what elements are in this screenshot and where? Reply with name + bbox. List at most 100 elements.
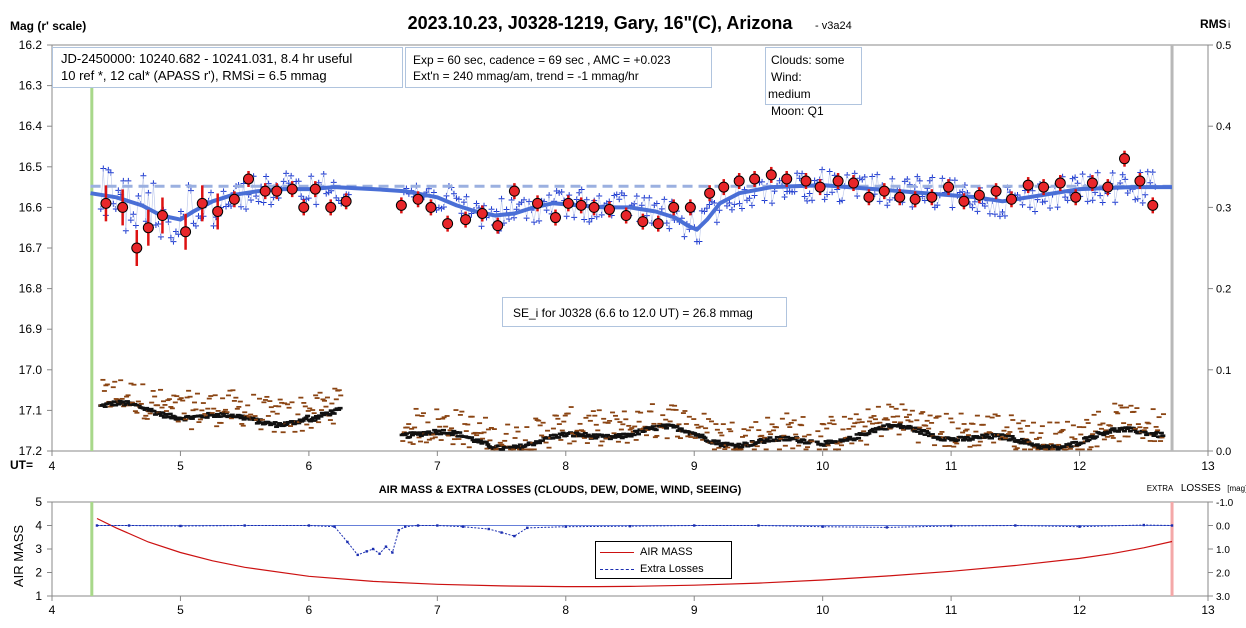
rms-dash-brown xyxy=(467,446,472,448)
rms-dash-brown xyxy=(674,409,679,411)
rms-dash-brown xyxy=(449,427,454,429)
rms-dash xyxy=(918,432,923,435)
lower-x-tick-label: 9 xyxy=(691,603,698,617)
binned-point xyxy=(244,174,254,184)
legend-swatch-losses xyxy=(600,569,634,570)
extra-losses-point xyxy=(1143,524,1145,526)
rms-dash-brown xyxy=(839,444,844,446)
rms-dash-brown xyxy=(112,381,117,383)
rms-dash-brown xyxy=(793,434,798,436)
rms-dash-brown xyxy=(629,427,634,429)
binned-point xyxy=(443,219,453,229)
rms-dash-brown xyxy=(801,416,806,418)
rms-dash-brown xyxy=(315,397,320,399)
binned-point xyxy=(719,182,729,192)
y-axis-label-left: Mag (r' scale) xyxy=(10,19,86,33)
rms-dash-brown xyxy=(1161,413,1166,415)
rms-dash xyxy=(305,415,310,418)
lower-right-axis-label-small: EXTRA xyxy=(1147,484,1174,493)
rms-dash-brown xyxy=(929,422,934,424)
conditions-line-3: medium xyxy=(768,86,861,103)
rms-dash-brown xyxy=(889,406,894,408)
lower-legend: AIR MASS Extra Losses xyxy=(595,541,732,579)
rms-dash-brown xyxy=(1136,423,1141,425)
rms-dash-brown xyxy=(260,419,265,421)
rms-dash-brown xyxy=(684,423,689,425)
rms-dash-brown xyxy=(188,396,193,398)
rms-dash-brown xyxy=(864,444,869,446)
rms-dash-brown xyxy=(1148,440,1153,442)
rms-dash-brown xyxy=(709,420,714,422)
rms-dash-brown xyxy=(1025,425,1030,427)
extra-losses-point xyxy=(565,525,567,527)
rms-dash-brown xyxy=(140,383,145,385)
binned-point xyxy=(197,198,207,208)
rms-dash-brown xyxy=(199,409,204,411)
y-axis-label-right-sub: i xyxy=(1228,20,1230,31)
rms-dash-brown xyxy=(213,394,218,396)
rms-dash-brown xyxy=(483,417,488,419)
rms-dash-brown xyxy=(585,442,590,444)
rms-dash-brown xyxy=(459,411,464,413)
rms-dash-brown xyxy=(241,425,246,427)
rms-dash-brown xyxy=(755,445,760,447)
rms-dash-brown xyxy=(193,409,198,411)
rms-dash-brown xyxy=(715,429,720,431)
rms-dash-brown xyxy=(477,422,482,424)
raw-connector xyxy=(191,191,194,224)
rms-dash xyxy=(756,441,761,444)
rms-dash-brown xyxy=(938,433,943,435)
rms-dash-brown xyxy=(730,422,735,424)
x-tick-label: 12 xyxy=(1073,459,1087,473)
binned-point xyxy=(132,243,142,253)
rms-dash-brown xyxy=(1064,448,1069,450)
rms-dash-brown xyxy=(569,406,574,408)
rms-dash-brown xyxy=(879,435,884,437)
rms-dash-brown xyxy=(749,426,754,428)
extra-losses-point xyxy=(629,525,631,527)
rms-dash-brown xyxy=(796,445,801,447)
extra-losses-point xyxy=(398,529,400,531)
raw-connector xyxy=(1033,191,1036,212)
binned-point xyxy=(341,196,351,206)
rms-dash-brown xyxy=(258,428,263,430)
rms-dash-brown xyxy=(777,448,782,450)
rms-dash-brown xyxy=(954,443,959,445)
y-tick-label-right: 0.5 xyxy=(1216,40,1231,52)
y-tick-label-left: 17.1 xyxy=(19,403,43,417)
rms-dash xyxy=(1073,441,1078,444)
rms-dash-brown xyxy=(325,397,330,399)
rms-dash xyxy=(162,416,167,419)
legend-item-losses: Extra Losses xyxy=(600,562,704,576)
rms-dash-brown xyxy=(278,399,283,401)
rms-dash-brown xyxy=(514,426,519,428)
rms-dash-brown xyxy=(572,440,577,442)
rms-dash-brown xyxy=(792,419,797,421)
rms-dash-brown xyxy=(908,421,913,423)
extra-losses-point xyxy=(526,527,528,529)
rms-dash-brown xyxy=(225,411,230,413)
rms-dash-brown xyxy=(560,430,565,432)
rms-dash-brown xyxy=(152,396,157,398)
binned-point xyxy=(461,215,471,225)
extra-losses-point xyxy=(436,524,438,526)
rms-dash-brown xyxy=(718,432,723,434)
rms-dash xyxy=(881,424,886,427)
rms-dash-brown xyxy=(434,408,439,410)
rms-dash-brown xyxy=(281,431,286,433)
rms-dash-brown xyxy=(216,410,221,412)
rms-dash xyxy=(801,439,806,442)
rms-dash-brown xyxy=(721,423,726,425)
binned-point xyxy=(272,186,282,196)
se-box: SE_i for J0328 (6.6 to 12.0 UT) = 26.8 m… xyxy=(502,297,787,327)
extra-losses-point xyxy=(693,524,695,526)
rms-dash-brown xyxy=(1040,425,1045,427)
rms-dash xyxy=(1005,435,1010,438)
rms-dash-brown xyxy=(861,430,866,432)
rms-dash-brown xyxy=(1095,446,1100,448)
rms-dash-brown xyxy=(1092,414,1097,416)
rms-dash-brown xyxy=(644,434,649,436)
rms-dash-brown xyxy=(1146,423,1151,425)
rms-dash-brown xyxy=(515,431,520,433)
rms-dash-brown xyxy=(1010,419,1015,421)
